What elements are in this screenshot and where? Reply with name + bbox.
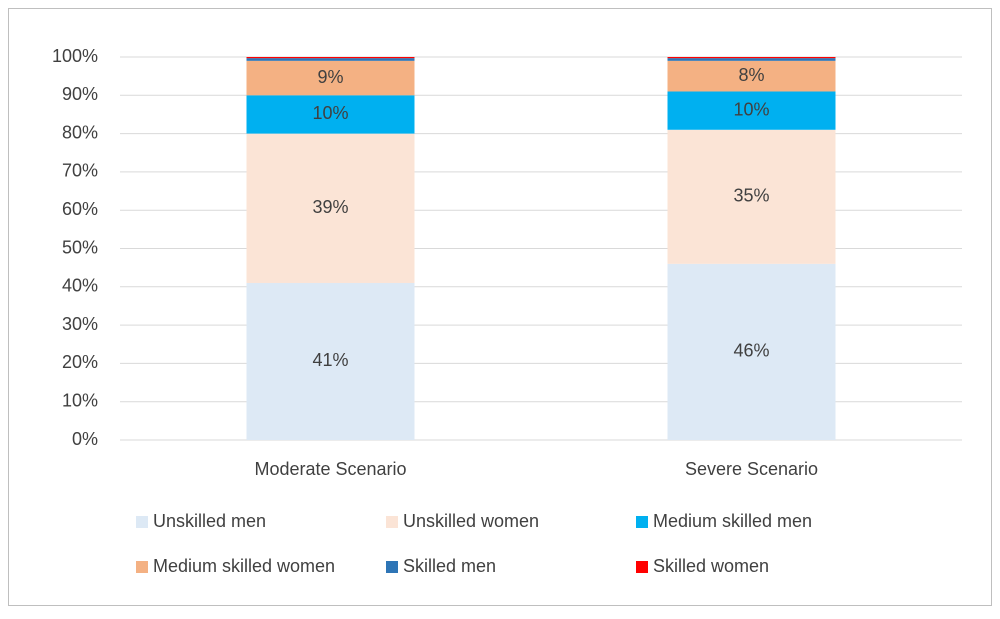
legend-label: Unskilled women [403,511,539,531]
data-label: 9% [317,67,343,87]
bar-segment [246,133,415,283]
y-tick-label: 40% [62,276,98,296]
bar-segment [246,60,415,96]
legend-label: Medium skilled women [153,556,335,576]
bar-segment [246,282,415,440]
data-label: 35% [733,186,769,206]
bar-segment [667,58,836,61]
legend-swatch [136,516,148,528]
y-tick-label: 10% [62,390,98,410]
legend-label: Skilled men [403,556,496,576]
legend-swatch [636,561,648,573]
x-tick-label: Severe Scenario [685,459,818,479]
y-tick-label: 30% [62,314,98,334]
bar-segment [246,57,415,59]
data-label: 10% [312,103,348,123]
y-tick-label: 100% [52,46,98,66]
bar-segment [246,58,415,61]
y-tick-label: 60% [62,199,98,219]
legend-swatch [386,516,398,528]
bar-segment [667,57,836,59]
legend-swatch [136,561,148,573]
x-tick-label: Moderate Scenario [254,459,406,479]
y-tick-label: 90% [62,84,98,104]
y-tick-label: 70% [62,161,98,181]
data-label: 39% [312,197,348,217]
data-label: 8% [738,65,764,85]
y-tick-label: 20% [62,352,98,372]
legend-label: Medium skilled men [653,511,812,531]
y-tick-label: 50% [62,237,98,257]
bar-segment [667,60,836,92]
bar-segment [667,263,836,440]
legend-label: Unskilled men [153,511,266,531]
legend-label: Skilled women [653,556,769,576]
legend-swatch [636,516,648,528]
data-label: 10% [733,99,769,119]
bar-segment [667,91,836,130]
data-label: 46% [733,341,769,361]
data-label: 41% [312,350,348,370]
bar-segment [246,95,415,134]
y-tick-label: 0% [72,429,98,449]
y-tick-label: 80% [62,122,98,142]
bar-segment [667,129,836,264]
legend-swatch [386,561,398,573]
